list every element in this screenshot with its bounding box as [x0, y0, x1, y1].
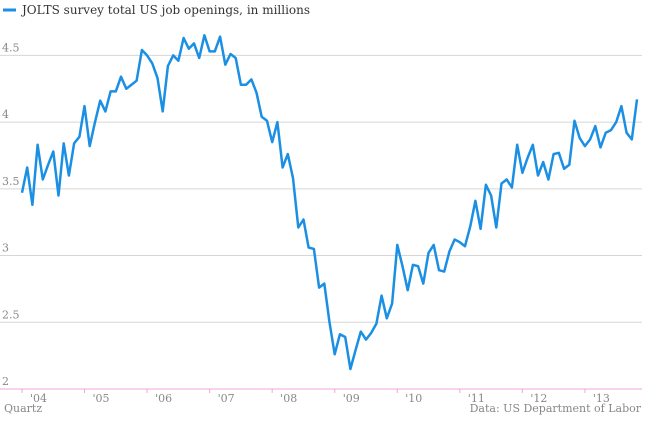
x-tick-label: '04	[30, 392, 47, 405]
x-tick-label: '10	[405, 392, 422, 405]
x-tick-label: '11	[468, 392, 485, 405]
y-tick-label: 2.5	[2, 308, 20, 321]
x-tick-label: '13	[593, 392, 610, 405]
x-tick-label: '05	[93, 392, 110, 405]
legend-label: JOLTS survey total US job openings, in m…	[20, 3, 310, 17]
x-tick-label: '07	[218, 392, 235, 405]
x-tick-label: '12	[530, 392, 547, 405]
x-tick-label: '06	[155, 392, 172, 405]
y-tick-label: 4.5	[2, 41, 20, 54]
y-tick-label: 4	[2, 108, 9, 121]
x-tick-label: '09	[343, 392, 360, 405]
y-tick-label: 3	[2, 242, 9, 255]
data-line	[20, 34, 639, 371]
y-tick-label: 3.5	[2, 175, 20, 188]
y-tick-label: 2	[2, 375, 9, 388]
x-tick-label: '08	[280, 392, 297, 405]
source: Data: US Department of Labor	[470, 402, 642, 415]
credit: Quartz	[4, 402, 42, 415]
